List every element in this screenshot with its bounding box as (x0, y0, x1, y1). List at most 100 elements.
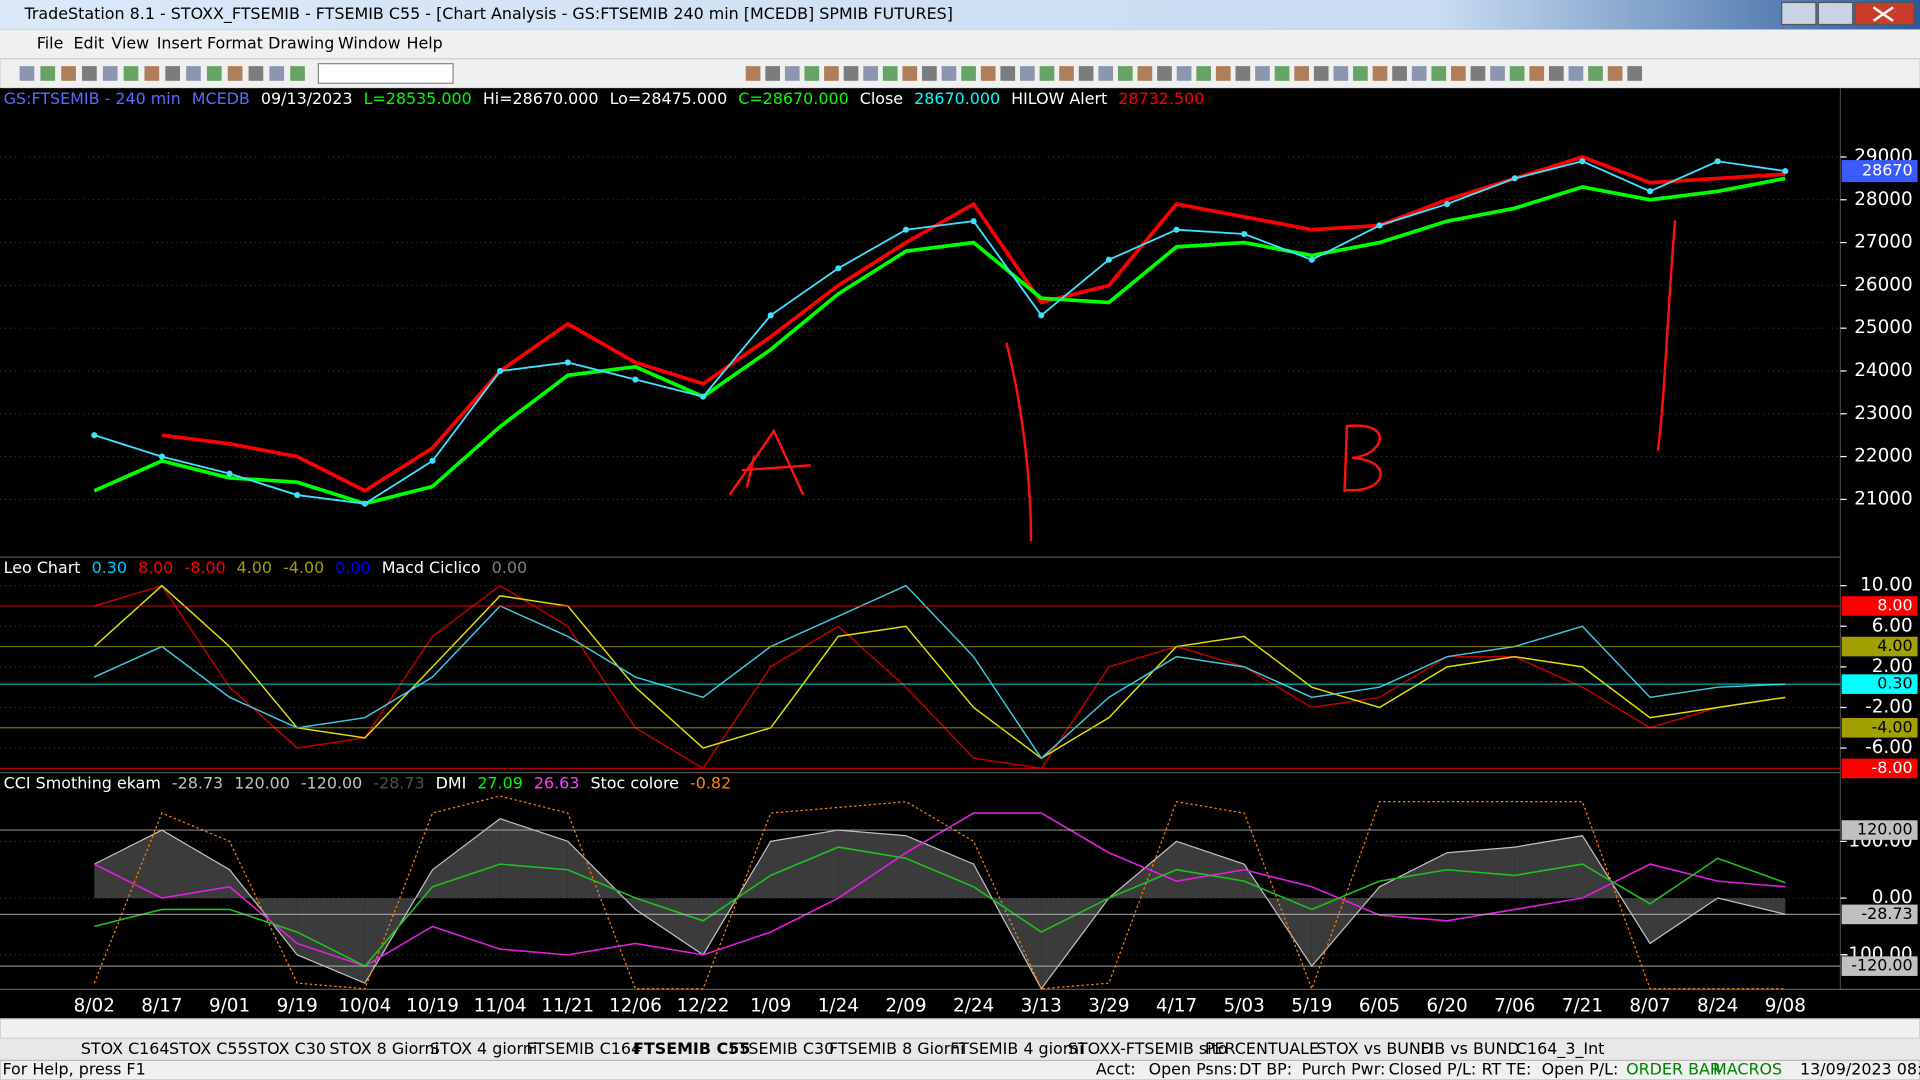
maximize-button[interactable] (1817, 1, 1854, 26)
header-item: -120.00 (301, 773, 362, 792)
toolbar-button[interactable] (248, 66, 264, 81)
y-tick-label: 27000 (1854, 232, 1912, 253)
toolbar-button[interactable] (1490, 66, 1505, 81)
area-segment (1176, 841, 1245, 899)
menu-item[interactable]: Edit (73, 34, 104, 53)
toolbar-button[interactable] (1529, 66, 1545, 81)
toolbar-button[interactable] (1117, 66, 1133, 81)
toolbar-button[interactable] (824, 66, 839, 81)
level-box (1841, 674, 1918, 694)
toolbar-button[interactable] (922, 66, 937, 81)
toolbar-button[interactable] (40, 66, 56, 81)
tab[interactable]: STOX 4 giorni (430, 1039, 537, 1058)
toolbar-button[interactable] (1059, 66, 1074, 81)
toolbar-button[interactable] (269, 66, 285, 81)
toolbar-button[interactable] (745, 66, 761, 81)
toolbar-button[interactable] (165, 66, 180, 81)
toolbar-button[interactable] (1255, 66, 1270, 81)
toolbar-button[interactable] (1313, 66, 1329, 81)
toolbar-button[interactable] (882, 66, 898, 81)
toolbar-button[interactable] (19, 66, 35, 81)
toolbar-button[interactable] (1509, 66, 1525, 81)
toolbar-button[interactable] (1157, 66, 1172, 81)
toolbar-button[interactable] (1451, 66, 1466, 81)
toolbar-button[interactable] (227, 66, 243, 81)
menu-item[interactable]: Insert (157, 34, 203, 53)
x-tick-label: 2/24 (953, 996, 994, 1017)
tab[interactable]: FTSEMIB C164 (527, 1039, 642, 1058)
toolbar-button[interactable] (102, 66, 118, 81)
toolbar-button[interactable] (1548, 66, 1564, 81)
toolbar-button[interactable] (1372, 66, 1388, 81)
menu-item[interactable]: Window (338, 34, 401, 53)
toolbar-button[interactable] (123, 66, 139, 81)
y-tick-label: 26000 (1854, 274, 1912, 295)
toolbar-button[interactable] (1000, 66, 1016, 81)
toolbar-button[interactable] (1392, 66, 1407, 81)
toolbar-button[interactable] (784, 66, 800, 81)
toolbar-button[interactable] (1411, 66, 1427, 81)
toolbar-button[interactable] (61, 66, 76, 81)
toolbar-button[interactable] (1078, 66, 1094, 81)
area-segment (1514, 835, 1583, 899)
level-box (1841, 717, 1918, 738)
toolbar-button[interactable] (1137, 66, 1153, 81)
menu-item[interactable]: Drawing (268, 34, 334, 53)
minimize-button[interactable] (1781, 1, 1817, 26)
toolbar-button[interactable] (1353, 66, 1368, 81)
scrollbar[interactable] (0, 1018, 1920, 1039)
y-tick-label: 25000 (1854, 317, 1912, 338)
tab[interactable]: FTSEMIB C30 (730, 1039, 834, 1058)
tab[interactable]: STOX C30 (247, 1039, 326, 1058)
toolbar-button[interactable] (980, 66, 996, 81)
toolbar-button[interactable] (1431, 66, 1447, 81)
tab[interactable]: STOX 8 Giorni (329, 1039, 439, 1058)
header-item: MCEDB (192, 89, 250, 108)
toolbar-button[interactable] (804, 66, 820, 81)
toolbar-button[interactable] (1176, 66, 1192, 81)
toolbar-button[interactable] (1215, 66, 1231, 81)
tab[interactable]: STOX C55 (169, 1039, 248, 1058)
toolbar-button[interactable] (144, 66, 160, 81)
toolbar-button[interactable] (941, 66, 957, 81)
tab[interactable]: PERCENTUALE (1205, 1039, 1319, 1058)
toolbar-button[interactable] (1470, 66, 1486, 81)
toolbar-button[interactable] (961, 66, 976, 81)
toolbar-button[interactable] (1196, 66, 1212, 81)
tab[interactable]: FTSEMIB C55 (633, 1039, 750, 1058)
toolbar-button[interactable] (1020, 66, 1035, 81)
close-icon (1872, 6, 1894, 22)
toolbar-button[interactable] (1588, 66, 1603, 81)
menu-item[interactable]: Format (207, 34, 263, 53)
header-item: 28732.500 (1118, 89, 1204, 108)
tab[interactable]: STOXX-FTSEMIB sito (1068, 1039, 1228, 1058)
toolbar-button[interactable] (863, 66, 878, 81)
tab[interactable]: C164_3_Int (1516, 1039, 1605, 1059)
toolbar-button[interactable] (186, 66, 201, 81)
toolbar-button[interactable] (1098, 66, 1114, 81)
toolbar-button[interactable] (843, 66, 859, 81)
toolbar-button[interactable] (206, 66, 222, 81)
tab[interactable]: STOX C164 (81, 1039, 170, 1058)
menu-item[interactable]: File (37, 34, 64, 53)
toolbar-button[interactable] (1039, 66, 1055, 81)
toolbar-button[interactable] (902, 66, 918, 81)
toolbar-button[interactable] (1274, 66, 1290, 81)
menu-item[interactable]: View (111, 34, 149, 53)
toolbar-button[interactable] (1627, 66, 1643, 81)
toolbar-button[interactable] (1235, 66, 1251, 81)
tab[interactable]: FTSEMIB 8 Giorni (829, 1039, 965, 1058)
tab[interactable]: FTSEMIB 4 giorni (950, 1039, 1083, 1058)
toolbar-button[interactable] (1333, 66, 1349, 81)
toolbar-button[interactable] (1568, 66, 1584, 81)
toolbar-button[interactable] (290, 66, 305, 81)
toolbar-button[interactable] (82, 66, 97, 81)
symbol-combo[interactable] (317, 63, 454, 84)
menu-item[interactable]: Help (407, 34, 443, 53)
tab[interactable]: FIB vs BUND (1420, 1039, 1519, 1058)
series-line (94, 818, 1786, 990)
tab[interactable]: STOX vs BUND (1316, 1039, 1433, 1058)
toolbar-button[interactable] (765, 66, 780, 81)
toolbar-button[interactable] (1607, 66, 1623, 81)
toolbar-button[interactable] (1294, 66, 1309, 81)
